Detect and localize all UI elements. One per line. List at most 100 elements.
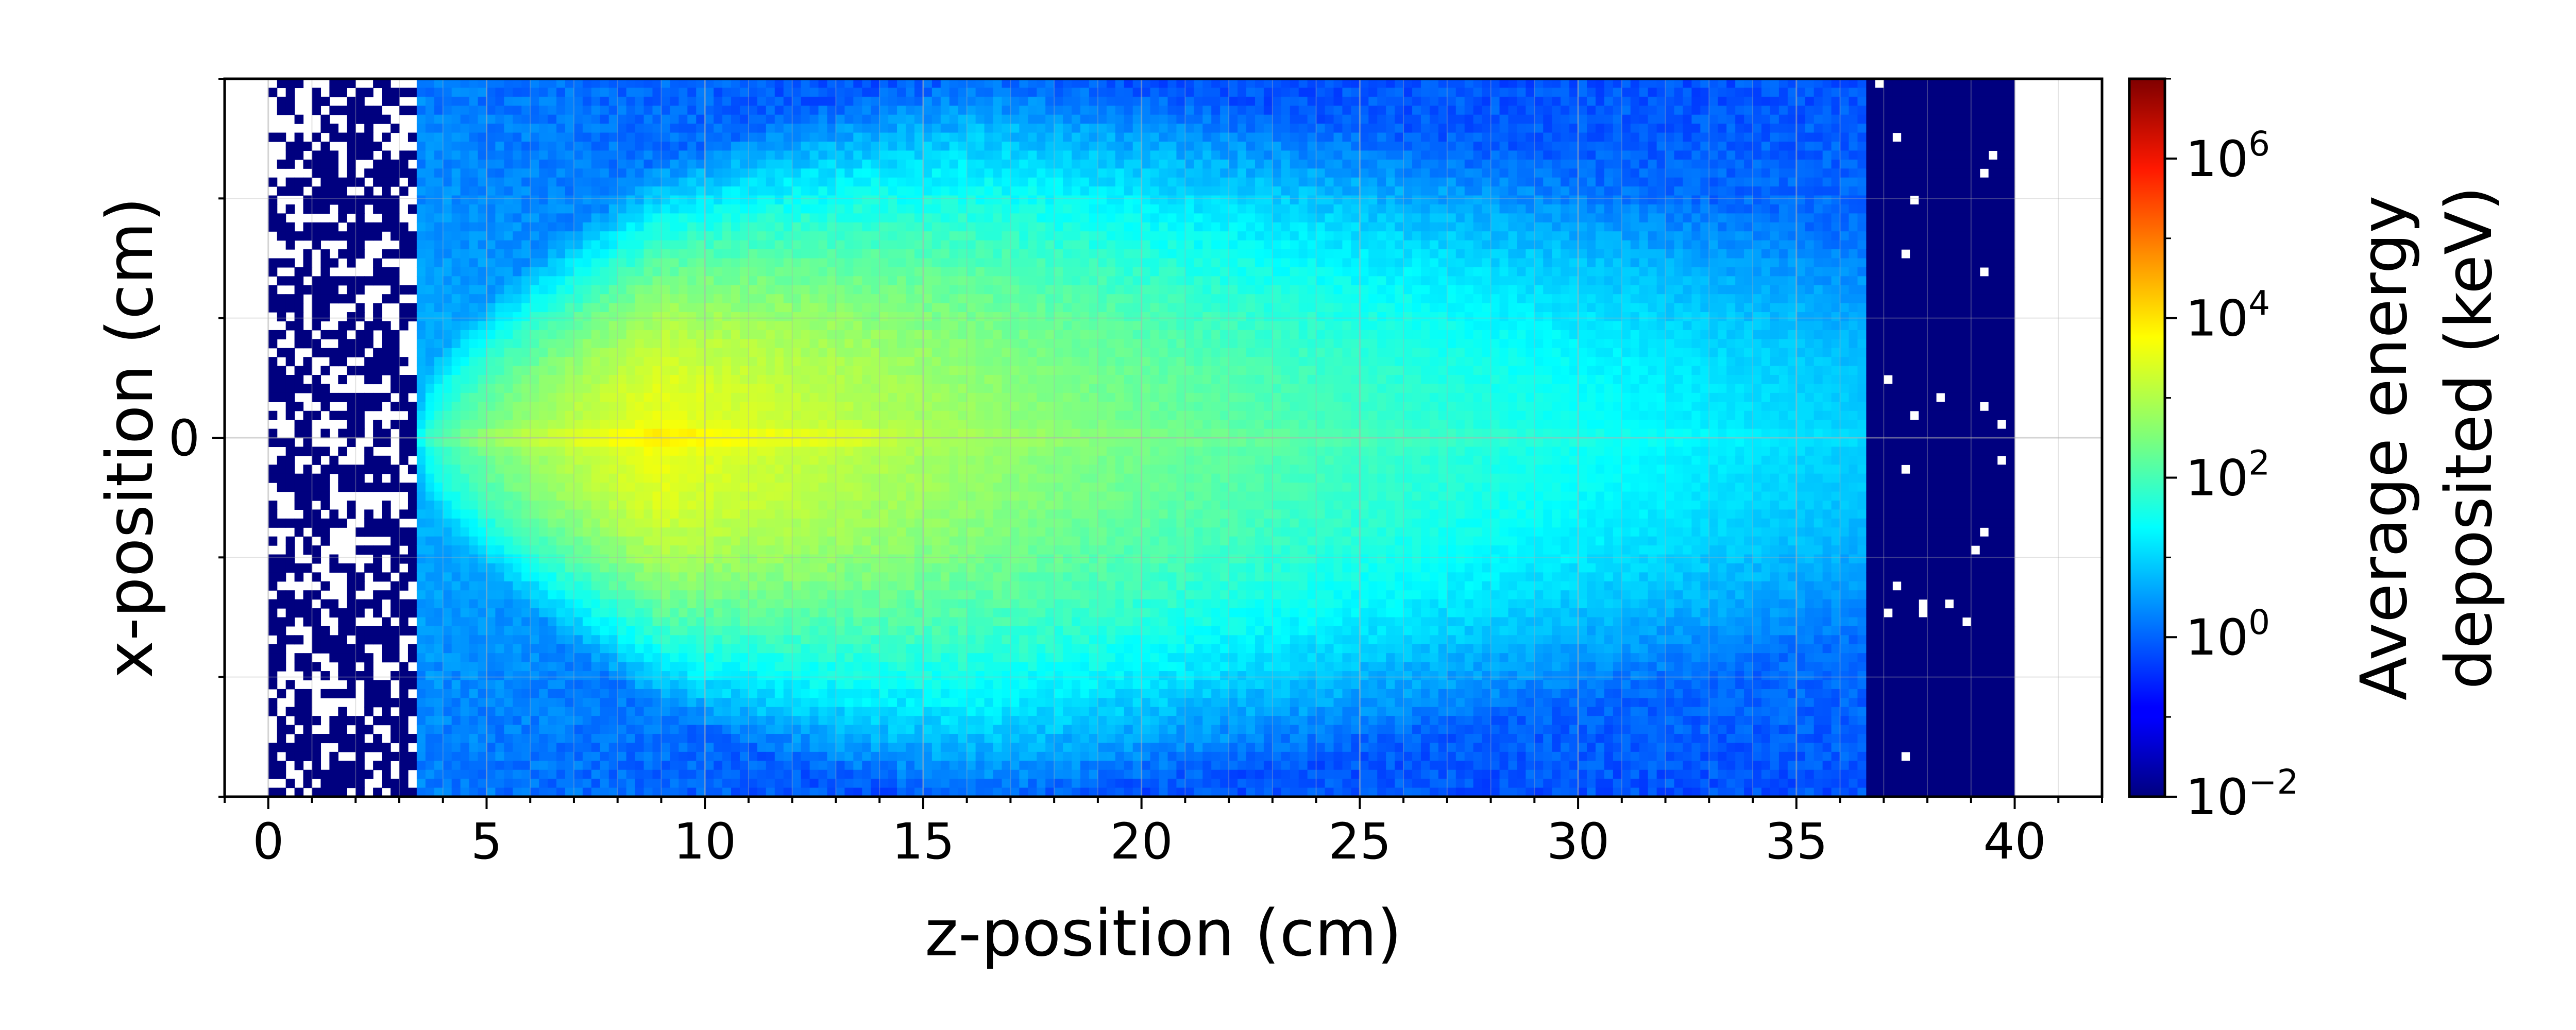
heatmap-cell xyxy=(460,698,470,708)
heatmap-cell xyxy=(478,420,487,430)
heatmap-cell xyxy=(643,536,653,546)
heatmap-cell xyxy=(809,213,819,223)
heatmap-cell xyxy=(556,132,566,142)
heatmap-cell xyxy=(722,527,732,537)
heatmap-cell xyxy=(478,231,487,241)
heatmap-cell xyxy=(652,114,662,124)
heatmap-cell xyxy=(294,141,304,151)
heatmap-cell xyxy=(582,186,592,196)
heatmap-cell xyxy=(827,491,837,501)
heatmap-cell xyxy=(486,626,496,636)
heatmap-cell xyxy=(774,473,784,483)
heatmap-cell xyxy=(486,608,496,618)
heatmap-cell xyxy=(836,716,845,726)
heatmap-cell xyxy=(548,653,557,663)
heatmap-cell xyxy=(530,563,539,573)
heatmap-cell xyxy=(329,689,338,698)
heatmap-cell xyxy=(434,617,444,627)
heatmap-cell xyxy=(355,671,365,681)
heatmap-cell xyxy=(556,159,566,169)
heatmap-cell xyxy=(565,195,574,205)
heatmap-cell xyxy=(714,222,723,232)
heatmap-cell xyxy=(731,294,740,304)
heatmap-cell xyxy=(766,689,775,698)
heatmap-cell xyxy=(748,330,758,339)
heatmap-cell xyxy=(643,483,653,492)
heatmap-cell xyxy=(443,572,452,582)
heatmap-cell xyxy=(687,177,697,187)
heatmap-cell xyxy=(643,114,653,124)
heatmap-cell xyxy=(827,177,837,187)
heatmap-cell xyxy=(486,410,496,420)
heatmap-cell xyxy=(809,339,819,349)
heatmap-cell xyxy=(652,751,662,761)
heatmap-cell xyxy=(853,716,862,726)
heatmap-cell xyxy=(705,392,714,402)
heatmap-cell xyxy=(635,106,645,115)
heatmap-cell xyxy=(425,186,435,196)
heatmap-cell xyxy=(844,428,854,438)
heatmap-cell xyxy=(661,106,670,115)
heatmap-cell xyxy=(687,330,697,339)
heatmap-cell xyxy=(495,438,504,448)
heatmap-cell xyxy=(608,761,618,770)
heatmap-cell xyxy=(329,392,338,402)
heatmap-cell xyxy=(739,680,749,690)
heatmap-cell xyxy=(521,626,531,636)
heatmap-cell xyxy=(600,725,609,734)
heatmap-cell xyxy=(617,536,627,546)
heatmap-cell xyxy=(748,124,758,133)
heatmap-cell xyxy=(836,303,845,313)
heatmap-cell xyxy=(478,222,487,232)
heatmap-cell xyxy=(443,671,452,681)
heatmap-cell xyxy=(495,626,504,636)
heatmap-cell xyxy=(626,303,636,313)
heatmap-cell xyxy=(862,734,871,744)
heatmap-cell xyxy=(530,141,539,151)
heatmap-cell xyxy=(722,258,732,268)
heatmap-cell xyxy=(661,787,670,797)
heatmap-cell xyxy=(600,662,609,672)
heatmap-cell xyxy=(783,491,793,501)
heatmap-cell xyxy=(739,312,749,322)
heatmap-cell xyxy=(635,438,645,448)
heatmap-cell xyxy=(277,617,286,627)
heatmap-cell xyxy=(495,258,504,268)
heatmap-cell xyxy=(757,240,767,250)
heatmap-cell xyxy=(539,88,548,97)
heatmap-cell xyxy=(303,769,313,779)
heatmap-cell xyxy=(661,608,670,618)
heatmap-cell xyxy=(582,725,592,734)
heatmap-cell xyxy=(714,626,723,636)
heatmap-cell xyxy=(303,285,313,295)
heatmap-cell xyxy=(792,186,802,196)
heatmap-cell xyxy=(443,392,452,402)
heatmap-cell xyxy=(521,96,531,106)
heatmap-cell xyxy=(434,671,444,681)
heatmap-cell xyxy=(285,518,295,528)
heatmap-cell xyxy=(556,545,566,555)
heatmap-cell xyxy=(364,653,374,663)
heatmap-cell xyxy=(757,527,767,537)
heatmap-cell xyxy=(608,545,618,555)
heatmap-cell xyxy=(600,339,609,349)
heatmap-cell xyxy=(643,357,653,367)
heatmap-cell xyxy=(347,366,356,375)
heatmap-cell xyxy=(722,465,732,474)
heatmap-cell xyxy=(687,285,697,295)
heatmap-cell xyxy=(801,249,810,259)
heatmap-cell xyxy=(469,635,479,645)
heatmap-cell xyxy=(679,572,688,582)
heatmap-cell xyxy=(844,195,854,205)
heatmap-cell xyxy=(434,447,444,456)
heatmap-cell xyxy=(539,348,548,357)
heatmap-cell xyxy=(661,473,670,483)
heatmap-cell xyxy=(521,572,531,582)
heatmap-cell xyxy=(626,761,636,770)
heatmap-cell xyxy=(451,465,461,474)
heatmap-cell xyxy=(521,150,531,160)
heatmap-cell xyxy=(460,124,470,133)
heatmap-cell xyxy=(285,204,295,214)
heatmap-cell xyxy=(853,428,862,438)
heatmap-cell xyxy=(652,689,662,698)
